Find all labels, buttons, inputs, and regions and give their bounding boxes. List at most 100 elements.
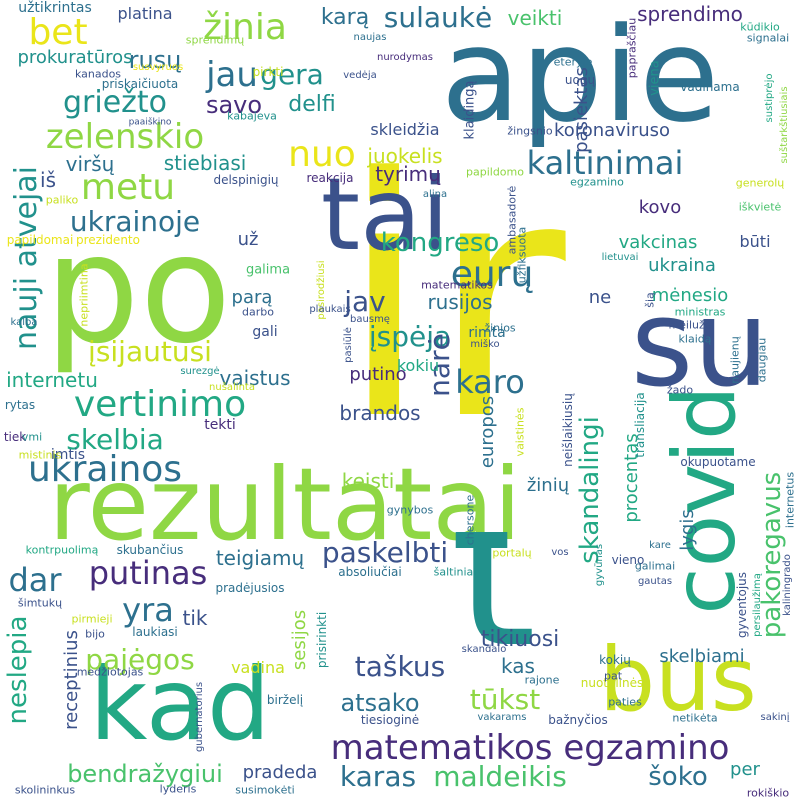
word-vedeja: vedėja: [343, 70, 377, 81]
word-nepriimtina: nepriimtina: [77, 263, 91, 327]
word-europos: europos: [477, 395, 498, 469]
word-reakcija: reakcija: [306, 171, 354, 185]
word-egzamino: egzamino: [570, 175, 624, 189]
word-skelbiami: skelbiami: [659, 646, 745, 667]
word-ne: ne: [588, 287, 612, 308]
word-delspinigiu: delspinigių: [213, 173, 279, 187]
word-su: su: [630, 275, 770, 414]
word-tyrimu: tyrimų: [375, 162, 441, 186]
word-pirmieji: pirmieji: [71, 612, 113, 626]
word-internetu: internetu: [6, 368, 98, 392]
word-papildomai: papildomai: [6, 233, 74, 247]
word-yra: yra: [122, 591, 174, 629]
word-receptinius: receptinius: [61, 630, 82, 730]
word-vieno: vieno: [611, 553, 645, 567]
word-sustarkstiusiais: suštarkštiusiais: [779, 86, 790, 164]
word-kad: kad: [89, 646, 271, 763]
word-apie: apie: [440, 0, 720, 151]
word-is: iš: [40, 168, 56, 192]
word-alina: alina: [422, 189, 448, 200]
word-menesio: mėnesio: [651, 285, 729, 306]
word-griezto: griežto: [62, 85, 168, 120]
word-skubancius: skubančius: [116, 543, 184, 557]
word-mistinis: mistinis: [18, 448, 62, 462]
word-nuotolines: nuotolinės: [580, 676, 644, 690]
word-delfi: delfi: [288, 92, 336, 117]
word-ir: ir: [338, 108, 566, 492]
word-zado: žado: [666, 383, 694, 397]
word-veikti: veikti: [507, 6, 563, 30]
word-putino: putino: [349, 364, 407, 385]
word-gautas: gautas: [637, 576, 673, 587]
word-atsako: atsako: [340, 689, 420, 717]
word-jav: jav: [344, 285, 386, 318]
word-tik: tik: [182, 606, 208, 630]
word-ukraina: ukraina: [648, 255, 716, 276]
word-vmi: vmi: [21, 430, 43, 444]
word-taskus: taškus: [354, 650, 446, 683]
word-neislaikiusiu: neišlaikiusių: [561, 393, 575, 467]
word-sakini: sakinį: [760, 712, 790, 723]
word-uogu: uogų: [564, 73, 596, 87]
word-platina: platina: [117, 4, 173, 23]
word-zinia: žinia: [203, 7, 287, 48]
word-stiebiasi: stiebiasi: [163, 151, 247, 175]
word-paprasciau: papraščiau: [625, 17, 639, 79]
word-zelenskio: zelenskio: [45, 117, 205, 157]
word-skandalingi: skandalingi: [575, 416, 605, 564]
word-kokiu2: kokių: [599, 653, 631, 667]
word-skleidzia: skleidžia: [370, 120, 440, 139]
word-gubernatorius: gubernatorius: [194, 681, 205, 753]
word-maldeikis: maldeikis: [433, 760, 567, 793]
word-vakcinas: vakcinas: [618, 232, 698, 253]
word-sesijos: sesijos: [289, 609, 310, 671]
word-juokelis: juokelis: [367, 144, 443, 168]
word-ministras: ministras: [674, 305, 726, 319]
word-bet: bet: [28, 12, 88, 53]
word-nuo: nuo: [288, 134, 356, 175]
word-paliko: paliko: [45, 193, 79, 207]
word-uztikrintas: užtikrintas: [18, 0, 92, 16]
word-iskviete: iškvietė: [738, 200, 782, 214]
word-gali: gali: [252, 324, 278, 340]
word-matematikos: matematikos: [421, 278, 493, 292]
word-lygis: lygis: [677, 509, 698, 551]
word-lietuvai: lietuvai: [601, 252, 639, 263]
word-tukst: tūkst: [469, 683, 541, 716]
word-susvyruos: susvyruos: [132, 62, 184, 73]
word-sia: šią: [643, 292, 657, 308]
word-priskaiciuota: priskaičiuota: [101, 77, 179, 91]
word-misko: miško: [470, 339, 500, 350]
word-kas: kas: [501, 654, 535, 678]
word-paskelbti: paskelbti: [321, 536, 449, 569]
word-tikiuosi: tikiuosi: [480, 627, 560, 652]
word-jau: jau: [206, 55, 258, 95]
word-internetus: internetus: [783, 471, 797, 529]
word-darbo: darbo: [242, 305, 274, 319]
word-matematikos-egzamino: matematikos egzamino: [330, 728, 730, 768]
word-rytas: rytas: [4, 398, 36, 412]
word-pajegos: pajėgos: [85, 643, 195, 676]
word-skolininkus: skolininkus: [14, 783, 76, 797]
word-gynybos: gynybos: [386, 503, 434, 517]
word-viena: viena: [647, 60, 663, 96]
word-tai: tai: [320, 156, 450, 273]
word-para: parą: [231, 287, 273, 308]
word-paties: paties: [608, 695, 642, 709]
word-tiek: tiek: [3, 430, 27, 444]
word-surezge: surezgė: [180, 366, 220, 377]
word-isijautusi: įsijautusi: [88, 335, 212, 368]
word-bendrazygiui: bendražygiui: [67, 760, 223, 788]
word-ziniu: žinių: [526, 475, 570, 496]
word-teigiamu: teigiamų: [215, 546, 305, 570]
word-pirkti: pirkti: [252, 65, 284, 79]
word-brandos: brandos: [339, 401, 421, 425]
word-kongreso: kongreso: [380, 228, 500, 258]
word-ukrainoje: ukrainoje: [69, 205, 201, 238]
word-gyventojus: gyventojus: [735, 571, 749, 639]
word-rusijos: rusijos: [427, 290, 493, 314]
word-netiketa: netikėta: [672, 711, 718, 725]
word-vertinimo: vertinimo: [73, 384, 247, 425]
word-zinios: žinios: [484, 321, 516, 335]
